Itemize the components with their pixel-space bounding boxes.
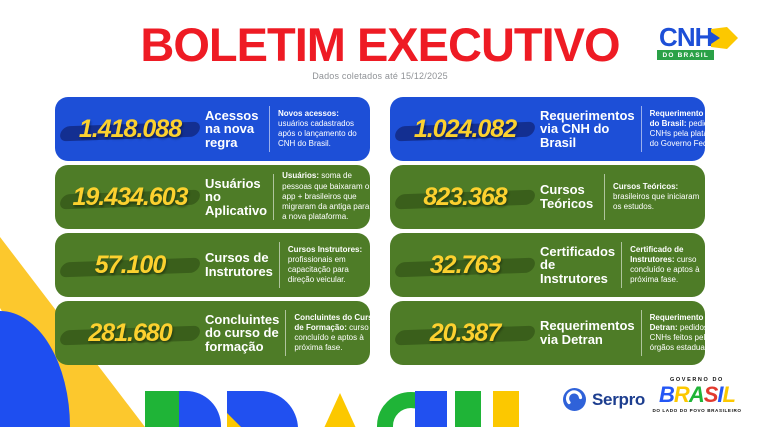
card-divider xyxy=(285,310,287,356)
stat-card-usuarios-app: 19.434.603 Usuários no Aplicativo Usuári… xyxy=(55,165,370,229)
stat-description: Requerimento via Detran: pedidos de CNHs… xyxy=(649,312,705,353)
governo-do-label: GOVERNO DO xyxy=(670,377,724,383)
stat-value: 281.680 xyxy=(55,319,205,348)
stat-label: Acessos na nova regra xyxy=(205,107,259,150)
cnh-do-brasil-logo: CNH DO BRASIL xyxy=(657,22,738,61)
stat-label: Cursos Teóricos xyxy=(540,182,594,211)
stat-description: Concluintes do Curso de Formação: curso … xyxy=(294,312,370,353)
stat-description: Usuários: soma de pessoas que baixaram o… xyxy=(282,171,370,222)
cnh-logo-text: CNH xyxy=(659,22,713,52)
brasil-letters-graphic xyxy=(145,391,519,427)
stat-card-acessos: 1.418.088 Acessos na nova regra Novos ac… xyxy=(55,97,370,161)
card-divider xyxy=(621,242,623,288)
stat-label: Certificados de Instrutores xyxy=(540,243,616,286)
stat-label: Concluintes do curso de formação xyxy=(205,311,280,354)
stat-value: 20.387 xyxy=(390,319,540,348)
stat-label: Requerimentos via CNH do Brasil xyxy=(540,107,635,150)
stat-label: Cursos de Instrutores xyxy=(205,250,273,279)
header: BOLETIM EXECUTIVO Dados coletados até 15… xyxy=(0,18,760,82)
stat-value: 1.024.082 xyxy=(390,115,540,144)
stats-grid: 1.418.088 Acessos na nova regra Novos ac… xyxy=(55,97,705,365)
cnh-arrow-icon xyxy=(711,27,738,49)
stat-card-concluintes-formacao: 281.680 Concluintes do curso de formação… xyxy=(55,301,370,365)
governo-do-brasil-logo: GOVERNO DO BRASIL DO LADO DO POVO BRASIL… xyxy=(645,377,749,413)
data-collection-date: Dados coletados até 15/12/2025 xyxy=(312,71,448,82)
card-divider xyxy=(278,242,280,288)
stat-description: Certificado de Instrutores: curso conclu… xyxy=(630,244,700,285)
stat-label: Usuários no Aplicativo xyxy=(205,175,268,218)
brasil-wordmark: BRASIL xyxy=(659,382,736,407)
stat-value: 32.763 xyxy=(390,251,540,280)
serpro-icon xyxy=(563,388,586,411)
stat-card-requerimentos-detran: 20.387 Requerimentos via Detran Requerim… xyxy=(390,301,705,365)
card-divider xyxy=(269,106,270,152)
card-divider xyxy=(640,106,642,152)
stat-card-cursos-instrutores: 57.100 Cursos de Instrutores Cursos Inst… xyxy=(55,233,370,297)
stat-card-certificados-instrutores: 32.763 Certificados de Instrutores Certi… xyxy=(390,233,705,297)
card-divider xyxy=(273,174,275,220)
stat-description: Requerimento via CNH do Brasil: pedidos … xyxy=(649,108,705,149)
card-divider xyxy=(604,174,605,220)
stat-value: 57.100 xyxy=(55,251,205,280)
stat-label: Requerimentos via Detran xyxy=(540,318,635,347)
cnh-logo-subtitle: DO BRASIL xyxy=(657,50,714,61)
card-divider xyxy=(640,310,642,356)
stat-card-requerimentos-cnh: 1.024.082 Requerimentos via CNH do Brasi… xyxy=(390,97,705,161)
stat-value: 823.368 xyxy=(390,183,540,212)
stat-value: 1.418.088 xyxy=(55,115,205,144)
serpro-wordmark: Serpro xyxy=(592,389,645,409)
stat-description: Cursos Teóricos: brasileiros que iniciar… xyxy=(613,181,700,212)
stat-card-cursos-teoricos: 823.368 Cursos Teóricos Cursos Teóricos:… xyxy=(390,165,705,229)
stat-value: 19.434.603 xyxy=(55,183,205,212)
stat-description: Novos acessos: usuários cadastrados após… xyxy=(278,108,357,149)
serpro-logo: Serpro xyxy=(563,388,645,411)
page-title: BOLETIM EXECUTIVO xyxy=(140,18,620,71)
governo-tagline: DO LADO DO POVO BRASILEIRO xyxy=(652,408,742,413)
stat-description: Cursos Instrutores: profissionais em cap… xyxy=(287,244,363,285)
